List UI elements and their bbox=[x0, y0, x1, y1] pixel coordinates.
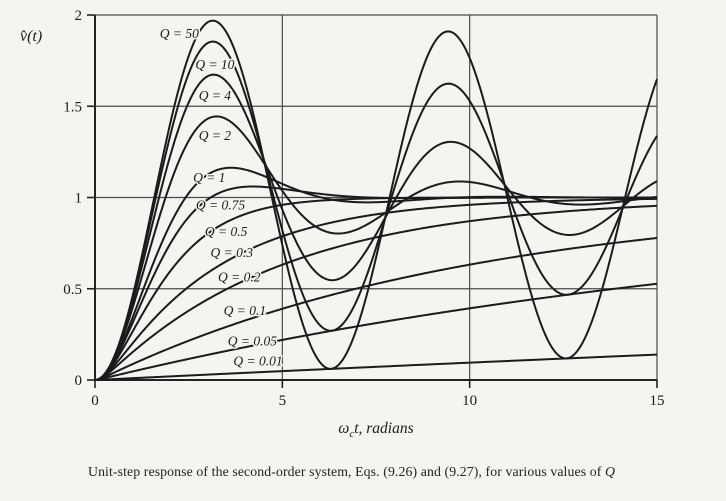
y-tick-label-0.5: 0.5 bbox=[63, 282, 82, 298]
curve-q-0-3 bbox=[94, 197, 658, 381]
curve-label-q-0-3: Q = 0.3 bbox=[211, 245, 254, 260]
x-tick-label-0: 0 bbox=[91, 393, 99, 409]
x-tick-label-15: 15 bbox=[650, 393, 665, 409]
curve-label-q-0-2: Q = 0.2 bbox=[218, 269, 261, 284]
curve-q-4 bbox=[94, 73, 658, 381]
x-axis-title: ωct, radians bbox=[95, 420, 657, 440]
curve-label-q-2: Q = 2 bbox=[199, 128, 232, 143]
figure-caption-text: Unit-step response of the second-order s… bbox=[88, 464, 605, 479]
curve-label-q-0-01: Q = 0.01 bbox=[233, 353, 282, 368]
curve-label-q-0-75: Q = 0.75 bbox=[196, 197, 245, 212]
curve-label-q-0-5: Q = 0.5 bbox=[205, 224, 248, 239]
curve-q-2 bbox=[94, 115, 658, 381]
y-tick-label-2: 2 bbox=[75, 8, 83, 24]
curve-label-q-0-05: Q = 0.05 bbox=[228, 333, 277, 348]
x-tick-label-5: 5 bbox=[279, 393, 287, 409]
figure-caption-emphasis: Q bbox=[604, 464, 616, 479]
curve-label-q-50: Q = 50 bbox=[160, 26, 199, 41]
curve-label-q-0-1: Q = 0.1 bbox=[224, 303, 266, 318]
curve-label-q-10: Q = 10 bbox=[195, 57, 234, 72]
y-axis-title: v̂(t) bbox=[20, 28, 43, 45]
x-tick-label-10: 10 bbox=[462, 393, 477, 409]
curve-q-0-1 bbox=[94, 237, 658, 381]
step-response-chart: Q = 50 Q = 10 Q = 4 Q = 2 Q = 1 Q = 0.75 Q = 0… bbox=[20, 8, 665, 440]
curve-q-0-5 bbox=[94, 196, 657, 381]
x-axis-title-symbol: ω bbox=[338, 420, 350, 437]
chart-canvas: Q = 50 Q = 10 Q = 4 Q = 2 Q = 1 Q = 0.75 Q = 0… bbox=[63, 8, 665, 409]
x-axis-title-subscript: c bbox=[349, 428, 355, 441]
curve-label-q-4: Q = 4 bbox=[199, 88, 232, 103]
curve-label-q-1: Q = 1 bbox=[193, 170, 225, 185]
y-tick-label-0: 0 bbox=[75, 373, 83, 389]
curve-q-0-01 bbox=[94, 353, 658, 381]
curve-q-0-05 bbox=[94, 282, 658, 381]
figure-caption: Unit-step response of the second-order s… bbox=[88, 464, 700, 480]
x-axis-title-rest: t, radians bbox=[354, 420, 414, 437]
y-tick-label-1.5: 1.5 bbox=[63, 99, 82, 115]
curve-q-0-2 bbox=[94, 204, 658, 381]
y-tick-label-1: 1 bbox=[75, 191, 83, 207]
